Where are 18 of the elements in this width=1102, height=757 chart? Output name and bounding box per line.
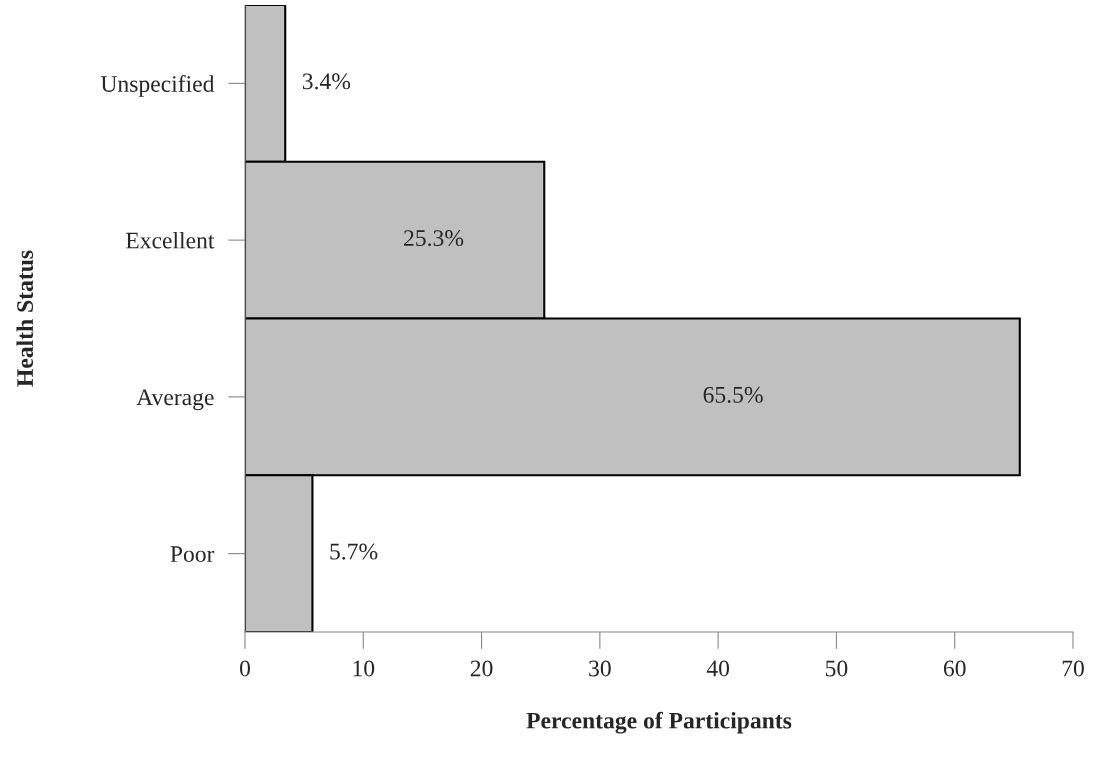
x-axis-title: Percentage of Participants (526, 711, 792, 734)
x-tick-label: 40 (706, 660, 730, 677)
x-tick-label: 30 (589, 660, 611, 677)
x-tick-label: 60 (943, 660, 966, 677)
x-tick-label: 50 (826, 660, 848, 677)
y-tick-label: Average (136, 389, 214, 411)
y-tick-label: Unspecified (100, 75, 215, 97)
x-tick-label: 0 (240, 660, 250, 677)
x-tick-label: 20 (470, 660, 493, 677)
x-tick-label: 10 (353, 660, 375, 677)
data-label: 5.7% (330, 543, 378, 560)
data-label: 25.3% (404, 230, 464, 247)
x-tick-label: 70 (1062, 660, 1084, 677)
y-tick-label: Excellent (125, 231, 215, 249)
y-axis-title: Health Status (16, 250, 34, 387)
data-label: 3.4% (302, 73, 351, 90)
data-label: 65.5% (703, 386, 763, 403)
y-tick-label: Poor (170, 546, 215, 563)
